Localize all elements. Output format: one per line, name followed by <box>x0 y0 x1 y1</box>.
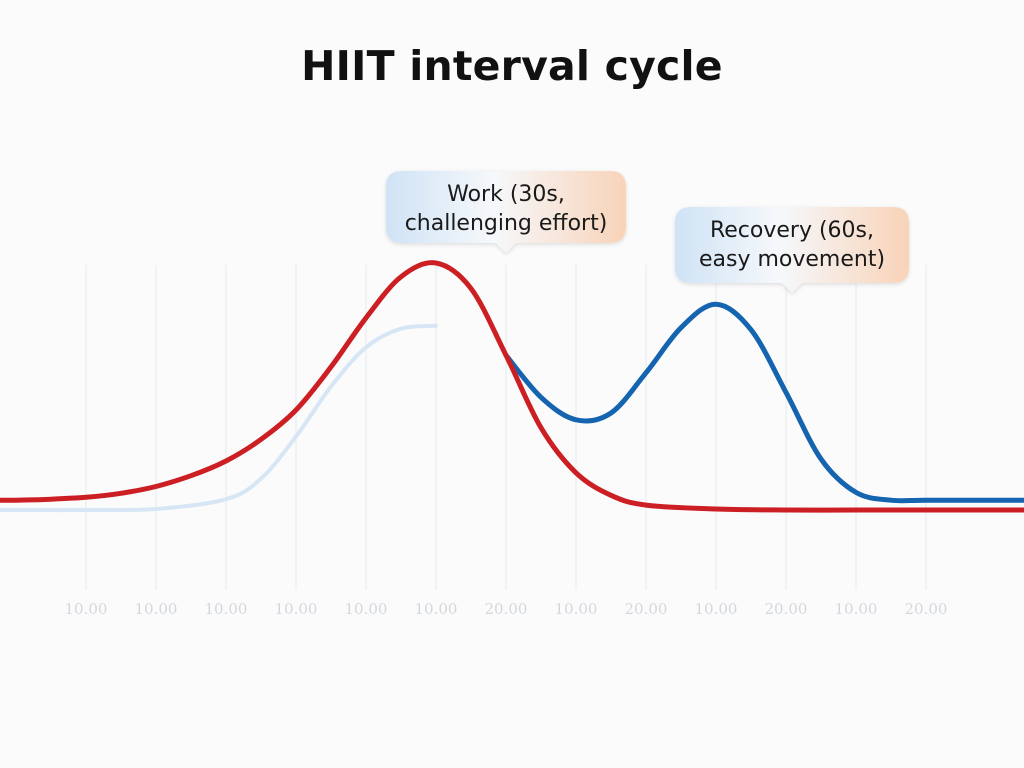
callout-recovery: Recovery (60s, easy movement) <box>675 207 909 293</box>
x-tick-labels: 10.00 10.00 10.00 10.00 10.00 10.00 20.00 10.00… <box>65 600 948 618</box>
callout-work: Work (30s, challenging effort) <box>386 171 626 253</box>
callout-text: easy movement) <box>699 247 885 272</box>
series-line-blue <box>503 301 1024 504</box>
x-tick-label: 10.00 <box>835 600 878 618</box>
x-tick-label: 10.00 <box>205 600 248 618</box>
callout-bubble <box>675 207 909 293</box>
series-line-red <box>0 260 1024 513</box>
x-tick-label: 20.00 <box>485 600 528 618</box>
series-line-light-blue <box>0 323 438 513</box>
series-lines <box>0 260 1024 513</box>
grid-lines <box>85 265 927 590</box>
callout-text: Recovery (60s, <box>710 218 874 243</box>
chart-title: HIIT interval cycle <box>301 42 723 90</box>
callout-bubble <box>386 171 626 253</box>
x-tick-label: 10.00 <box>65 600 108 618</box>
x-tick-label: 10.00 <box>415 600 458 618</box>
x-tick-label: 20.00 <box>625 600 668 618</box>
callout-text: Work (30s, <box>447 182 565 207</box>
x-tick-label: 10.00 <box>135 600 178 618</box>
x-tick-label: 10.00 <box>555 600 598 618</box>
callouts: Work (30s, challenging effort) Recovery (6… <box>386 171 909 293</box>
x-tick-label: 10.00 <box>345 600 388 618</box>
x-tick-label: 10.00 <box>695 600 738 618</box>
x-tick-label: 10.00 <box>275 600 318 618</box>
x-tick-label: 20.00 <box>905 600 948 618</box>
x-tick-label: 20.00 <box>765 600 808 618</box>
callout-text: challenging effort) <box>405 211 608 236</box>
